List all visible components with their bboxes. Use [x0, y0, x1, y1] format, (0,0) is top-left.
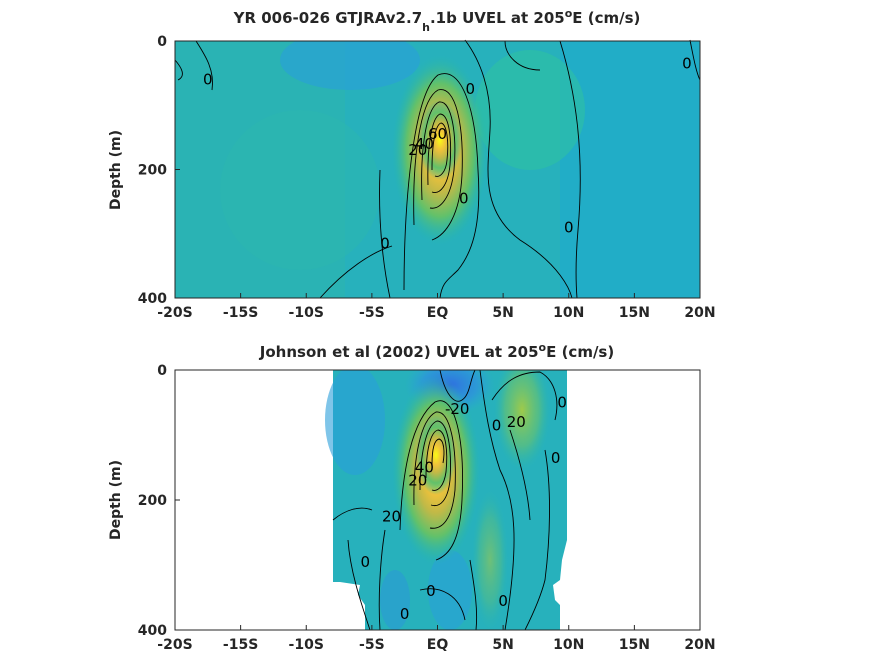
y-tick-label: 200 [138, 493, 167, 509]
x-axis: -20S -15S -10S -5S EQ 5N 10N 15N 20N [157, 293, 716, 321]
y-tick-label: 0 [157, 34, 167, 50]
contour-label: 20 [507, 413, 526, 431]
chart-title: Johnson et al (2002) UVEL at 205oE (cm/s… [259, 341, 614, 361]
y-tick-label: 400 [138, 623, 167, 639]
contour-label: 0 [498, 592, 508, 610]
x-tick-label: 10N [553, 637, 584, 653]
contour-label: 0 [466, 80, 476, 98]
x-tick-label: -5S [359, 305, 385, 321]
y-tick-label: 400 [138, 291, 167, 307]
contour-label: 0 [426, 582, 436, 600]
contour-label: 20 [382, 507, 401, 525]
x-tick-label: EQ [427, 637, 449, 653]
y-tick-label: 200 [138, 163, 167, 179]
chart-panel-top: YR 006-026 GTJRAv2.7h.1b UVEL at 205oE (… [108, 7, 716, 321]
x-tick-label: 10N [553, 305, 584, 321]
x-tick-label: 15N [619, 637, 650, 653]
contour-label: 0 [380, 234, 390, 252]
x-tick-label: -20S [157, 637, 192, 653]
contour-label: -20 [445, 400, 470, 418]
contour-label: 0 [564, 218, 574, 236]
x-tick-label: -15S [223, 305, 258, 321]
contour-label: 0 [203, 71, 213, 89]
x-tick-label: -10S [289, 637, 324, 653]
contour-label: 0 [361, 553, 371, 571]
contours [332, 370, 558, 630]
x-tick-label: -5S [359, 637, 385, 653]
x-tick-label: -20S [157, 305, 192, 321]
heatmap-field [325, 370, 567, 630]
contour-label: 40 [415, 459, 434, 477]
x-tick-label: 5N [492, 637, 513, 653]
contour-label: 20 [408, 472, 427, 490]
x-tick-label: 20N [684, 637, 715, 653]
chart-panel-bottom: Johnson et al (2002) UVEL at 205oE (cm/s… [108, 341, 716, 653]
contour-label: 40 [415, 135, 434, 153]
y-axis-label: Depth (m) [108, 130, 124, 210]
x-tick-label: 5N [492, 305, 513, 321]
y-axis-label: Depth (m) [108, 460, 124, 540]
contour-label: 0 [682, 54, 692, 72]
y-tick-label: 0 [157, 363, 167, 379]
x-tick-label: -10S [289, 305, 324, 321]
x-axis: -20S -15S -10S -5S EQ 5N 10N 15N 20N [157, 625, 716, 653]
contour-label: 20 [408, 141, 427, 159]
x-tick-label: 20N [684, 305, 715, 321]
heatmap-field [175, 41, 700, 298]
contour-label: 0 [400, 605, 410, 623]
contour-label: 60 [428, 125, 447, 143]
contour-label: 0 [557, 394, 567, 412]
contour-label: 0 [492, 416, 502, 434]
x-tick-label: EQ [427, 305, 449, 321]
x-tick-label: 15N [619, 305, 650, 321]
contours [174, 39, 701, 299]
y-axis: 0 200 400 [138, 363, 180, 639]
x-tick-label: -15S [223, 637, 258, 653]
contour-label: 0 [459, 189, 469, 207]
y-axis: 0 200 400 [138, 34, 180, 307]
contour-label: 0 [551, 449, 561, 467]
chart-title: YR 006-026 GTJRAv2.7h.1b UVEL at 205oE (… [233, 7, 641, 34]
